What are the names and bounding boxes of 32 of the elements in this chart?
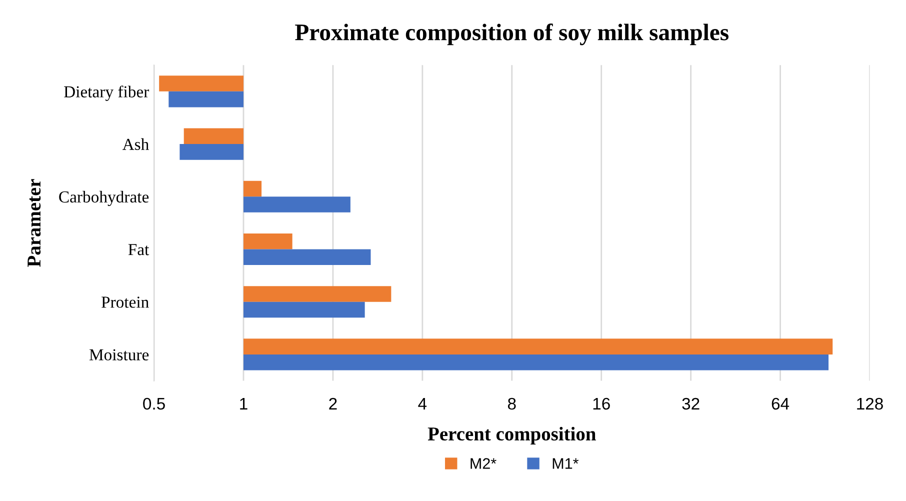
bar (243, 233, 292, 250)
x-tick-label: 16 (593, 398, 610, 410)
x-tick-label: 128 (857, 398, 883, 410)
bar (243, 302, 365, 318)
bar (159, 76, 244, 92)
chart-title: Proximate composition of soy milk samples (295, 24, 729, 46)
x-tick-label: 8 (508, 398, 516, 410)
bar (243, 354, 829, 370)
y-tick-label: Ash (122, 138, 149, 150)
y-tick-label: Fat (128, 244, 150, 256)
x-tick-label: 32 (682, 398, 700, 410)
bar (243, 249, 371, 266)
y-tick-label: Dietary fiber (64, 86, 150, 101)
legend-label: M2* (470, 458, 496, 469)
bar (243, 196, 350, 212)
x-tick-label: 0.5 (143, 398, 165, 410)
legend-label: M1* (552, 458, 579, 469)
bar (180, 144, 244, 160)
x-tick-label: 1 (240, 398, 248, 410)
x-axis-title: Percent composition (428, 426, 596, 444)
bar (243, 286, 392, 302)
y-axis-title: Parameter (28, 179, 41, 267)
bar (168, 91, 244, 108)
bar (184, 128, 244, 144)
y-tick-label: Carbohydrate (59, 190, 149, 206)
bar (243, 180, 262, 197)
bar (243, 338, 833, 354)
x-tick-label: 2 (329, 398, 337, 410)
y-tick-label: Protein (101, 296, 149, 308)
x-tick-label: 4 (418, 398, 427, 410)
y-tick-label: Moisture (89, 349, 149, 360)
x-tick-label: 64 (772, 398, 790, 410)
